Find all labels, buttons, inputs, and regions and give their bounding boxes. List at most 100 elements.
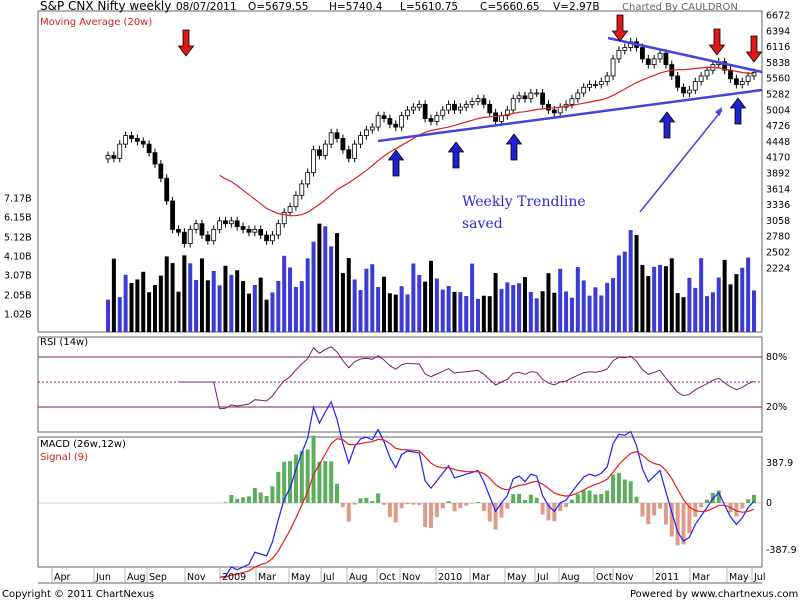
candle-body <box>540 92 545 105</box>
candle-body <box>522 95 528 100</box>
price-tick-label: 5560 <box>766 74 790 85</box>
volume-bar <box>158 275 163 332</box>
candle-body <box>346 149 352 159</box>
rsi-tick-label: 20% <box>766 402 787 413</box>
macd-histogram-bar <box>293 454 298 503</box>
candle-body <box>493 112 499 122</box>
volume-bar <box>141 271 146 332</box>
macd-histogram-bar <box>528 494 533 503</box>
volume-tick-label: 7.17B <box>4 194 32 205</box>
volume-bar <box>246 293 251 332</box>
candle-body <box>340 138 346 151</box>
annotation-line2: saved <box>462 216 503 232</box>
volume-bar <box>487 296 492 332</box>
candle-body <box>651 58 657 65</box>
candle-body <box>610 58 616 77</box>
volume-bar <box>616 255 621 332</box>
candle-body <box>704 69 710 77</box>
macd-panel-frame <box>37 436 763 568</box>
candle-body <box>475 98 481 102</box>
candle-body <box>358 135 363 145</box>
volume-bar <box>564 291 569 332</box>
candle-body <box>140 140 146 145</box>
volume-bar <box>241 280 246 332</box>
volume-bar <box>111 258 116 332</box>
chart-title: S&P CNX Nifty weekly <box>40 0 171 13</box>
candle-body <box>129 135 134 139</box>
signal-legend: Signal (9) <box>40 452 88 463</box>
candle-body <box>510 98 516 111</box>
macd-histogram-bar <box>705 499 710 503</box>
volume-bar <box>587 295 592 332</box>
macd-histogram-bar <box>434 503 439 518</box>
buy-arrow-icon <box>387 149 405 177</box>
volume-bar <box>147 292 152 332</box>
volume-bar <box>305 258 310 332</box>
volume-bar <box>282 255 287 332</box>
candle-body <box>575 92 581 100</box>
candle-body <box>375 115 381 128</box>
price-tick-label: 6116 <box>766 42 790 53</box>
candle-body <box>363 129 369 137</box>
volume-bar <box>699 258 704 332</box>
volume-bar <box>663 266 668 332</box>
signal-line <box>219 438 755 578</box>
volume-bar <box>258 277 263 332</box>
candle-body <box>299 183 305 196</box>
footer-copyright: Copyright © 2011 ChartNexus <box>2 589 154 600</box>
volume-bar <box>393 294 398 332</box>
volume-bar <box>434 278 439 332</box>
volume-bar <box>499 288 504 332</box>
macd-histogram-bar <box>393 503 398 523</box>
volume-bar <box>106 299 110 332</box>
macd-histogram-bar <box>511 494 516 503</box>
macd-histogram-bar <box>734 503 739 517</box>
volume-bar <box>716 277 721 332</box>
macd-histogram-bar <box>399 503 404 509</box>
candle-body <box>217 220 222 230</box>
volume-bar <box>511 285 516 332</box>
candle-body <box>134 138 140 142</box>
volume-bar <box>681 297 686 332</box>
macd-histogram-bar <box>288 461 293 503</box>
macd-histogram-bar <box>481 503 486 512</box>
volume-bar <box>399 286 404 332</box>
macd-histogram-bar <box>487 503 492 522</box>
candle-body <box>428 118 434 122</box>
volume-bar <box>340 273 345 332</box>
buy-arrow-icon <box>729 97 747 125</box>
candle-body <box>687 89 692 94</box>
macd-histogram-bar <box>440 503 445 509</box>
volume-bar <box>746 257 751 332</box>
candle-body <box>399 115 405 128</box>
candle-body <box>622 47 628 51</box>
x-tick-label: Nov <box>187 572 206 583</box>
price-tick-label: 6672 <box>766 11 790 22</box>
volume-bar <box>417 274 422 332</box>
candle-body <box>187 228 193 244</box>
volume-bar <box>734 274 739 332</box>
candle-body <box>234 220 240 227</box>
volume-bar <box>722 259 727 332</box>
x-tick-label: Mar <box>692 572 710 583</box>
volume-bar <box>358 290 363 332</box>
macd-histogram-bar <box>593 494 598 503</box>
rsi-tick-label: 80% <box>766 352 787 363</box>
price-tick-label: 6394 <box>766 26 790 37</box>
price-tick-label: 3892 <box>766 169 790 180</box>
x-tick-label: Mar <box>258 572 276 583</box>
header-open: O=5679.55 <box>248 1 308 13</box>
volume-bar <box>376 287 381 332</box>
x-tick-label: 2009 <box>222 572 246 583</box>
sell-arrow-icon <box>611 14 629 42</box>
macd-histogram-bar <box>417 503 422 506</box>
volume-bar <box>411 263 416 332</box>
macd-histogram-bar <box>335 483 340 503</box>
macd-histogram-bar <box>575 494 580 503</box>
macd-histogram-bar <box>464 503 469 506</box>
volume-bar <box>446 285 451 332</box>
candle-body <box>410 106 416 111</box>
volume-bar <box>705 296 710 332</box>
volume-bar <box>182 255 187 332</box>
